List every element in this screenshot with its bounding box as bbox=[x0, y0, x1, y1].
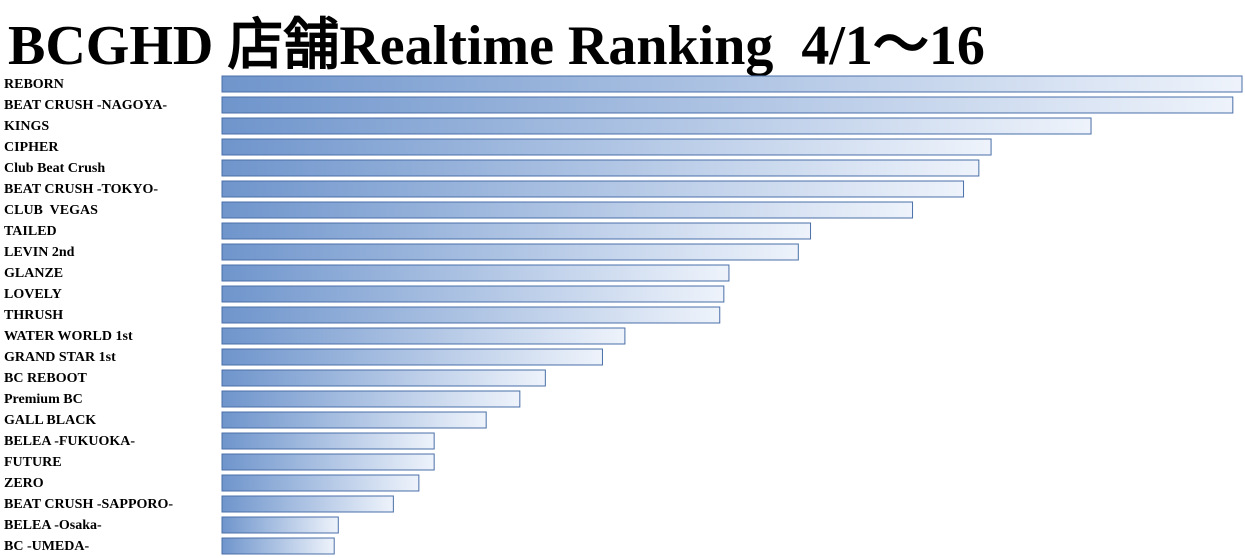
category-label: LOVELY bbox=[4, 287, 62, 302]
category-label: BC -UMEDA- bbox=[4, 539, 89, 554]
category-label: BC REBOOT bbox=[4, 371, 88, 386]
bar bbox=[221, 96, 1234, 114]
category-label: FUTURE bbox=[4, 455, 62, 470]
bar bbox=[221, 75, 1243, 93]
bar bbox=[221, 474, 420, 492]
category-label: LEVIN 2nd bbox=[4, 245, 75, 260]
bar bbox=[221, 369, 546, 387]
category-label: CIPHER bbox=[4, 140, 59, 155]
bar bbox=[221, 264, 730, 282]
bar bbox=[221, 222, 812, 240]
bar bbox=[221, 285, 725, 303]
category-label: THRUSH bbox=[4, 308, 63, 323]
category-label: Club Beat Crush bbox=[4, 161, 105, 176]
bar bbox=[221, 516, 339, 534]
bar bbox=[221, 201, 914, 219]
bar bbox=[221, 411, 487, 429]
category-label: GLANZE bbox=[4, 266, 63, 281]
bar bbox=[221, 138, 992, 156]
bar bbox=[221, 117, 1092, 135]
category-label: CLUB VEGAS bbox=[4, 203, 98, 218]
bar bbox=[221, 390, 521, 408]
bar bbox=[221, 306, 721, 324]
chart-title: BCGHD 店舗Realtime Ranking 4/1～16 bbox=[8, 15, 985, 77]
category-label: GALL BLACK bbox=[4, 413, 96, 428]
category-label: BEAT CRUSH -TOKYO- bbox=[4, 182, 158, 197]
category-label: REBORN bbox=[4, 77, 64, 92]
bar bbox=[221, 327, 626, 345]
category-label: Premium BC bbox=[4, 392, 83, 407]
category-label: WATER WORLD 1st bbox=[4, 329, 133, 344]
bar bbox=[221, 453, 435, 471]
bar bbox=[221, 348, 603, 366]
category-label: BELEA -Osaka- bbox=[4, 518, 102, 533]
category-label: BEAT CRUSH -SAPPORO- bbox=[4, 497, 173, 512]
category-label: TAILED bbox=[4, 224, 57, 239]
category-label: BEAT CRUSH -NAGOYA- bbox=[4, 98, 167, 113]
category-label: BELEA -FUKUOKA- bbox=[4, 434, 135, 449]
category-label: GRAND STAR 1st bbox=[4, 350, 116, 365]
bar bbox=[221, 495, 394, 513]
bar bbox=[221, 432, 435, 450]
bar bbox=[221, 159, 980, 177]
bar bbox=[221, 243, 799, 261]
category-label: ZERO bbox=[4, 476, 44, 491]
category-label: KINGS bbox=[4, 119, 49, 134]
bar bbox=[221, 537, 335, 555]
bar bbox=[221, 180, 965, 198]
